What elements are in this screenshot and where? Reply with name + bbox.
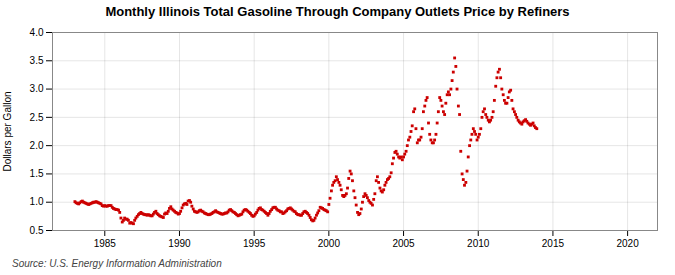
svg-text:Dollars per Gallon: Dollars per Gallon [2, 91, 13, 171]
svg-text:4.0: 4.0 [30, 27, 44, 38]
svg-text:0.5: 0.5 [30, 225, 44, 236]
svg-text:2015: 2015 [542, 238, 565, 249]
svg-text:2000: 2000 [318, 238, 341, 249]
svg-text:3.0: 3.0 [30, 83, 44, 94]
svg-text:1990: 1990 [168, 238, 191, 249]
html-text:Monthly Illinois Total Gasolin: Monthly Illinois Total Gasoline Through … [105, 4, 570, 19]
svg-text:2005: 2005 [392, 238, 415, 249]
svg-text:1.5: 1.5 [30, 168, 44, 179]
svg-text:1995: 1995 [243, 238, 266, 249]
svg-text:2010: 2010 [467, 238, 490, 249]
svg-text:3.5: 3.5 [30, 55, 44, 66]
svg-text:2.0: 2.0 [30, 140, 44, 151]
svg-text:1.0: 1.0 [30, 196, 44, 207]
svg-text:1985: 1985 [94, 238, 117, 249]
html-text:Source: U.S. Energy Informatio: Source: U.S. Energy Information Administ… [12, 258, 222, 269]
svg-text:2020: 2020 [616, 238, 639, 249]
svg-text:2.5: 2.5 [30, 112, 44, 123]
